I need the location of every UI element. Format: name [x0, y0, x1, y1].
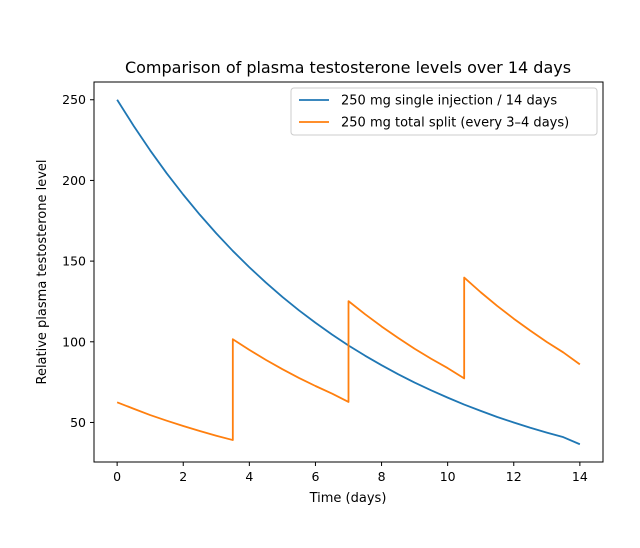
- chart-title: Comparison of plasma testosterone levels…: [125, 58, 571, 77]
- series-layer: [116, 99, 581, 446]
- legend: 250 mg single injection / 14 days 250 mg…: [290, 87, 598, 136]
- x-tick-label: 12: [506, 469, 522, 484]
- x-tick-label: 4: [245, 469, 253, 484]
- y-tick-label: 150: [62, 254, 86, 269]
- x-axis-label: Time (days): [309, 491, 387, 506]
- y-tick-label: 200: [62, 173, 86, 188]
- x-tick-label: 6: [311, 469, 319, 484]
- legend-label-split: 250 mg total split (every 3–4 days): [341, 116, 569, 131]
- y-axis-label: Relative plasma testosterone level: [35, 159, 50, 384]
- x-tick-label: 10: [440, 469, 456, 484]
- series-line-split-dose: [116, 276, 581, 441]
- legend-label-single: 250 mg single injection / 14 days: [341, 94, 557, 109]
- x-tick-label: 2: [179, 469, 187, 484]
- x-tick-label: 0: [113, 469, 121, 484]
- x-tick-label: 8: [378, 469, 386, 484]
- x-axis: 0 2 4 6 8 10 12 14: [113, 462, 588, 484]
- y-axis: 50 100 150 200 250: [62, 92, 94, 430]
- axes-frame: [93, 81, 604, 463]
- y-tick-label: 50: [70, 415, 86, 430]
- y-tick-label: 250: [62, 92, 86, 107]
- y-tick-label: 100: [62, 334, 86, 349]
- plot-area: [93, 81, 604, 463]
- x-tick-label: 14: [572, 469, 588, 484]
- legend-box: [290, 87, 598, 136]
